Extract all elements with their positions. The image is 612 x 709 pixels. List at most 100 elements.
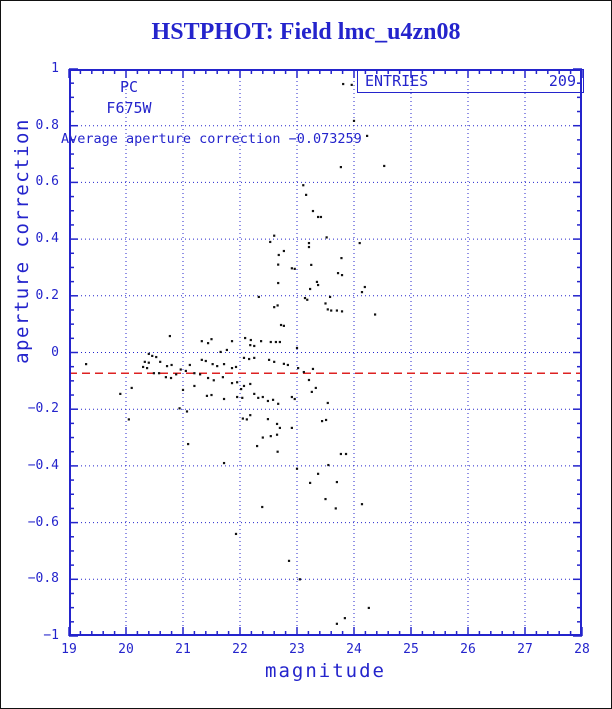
data-point: [335, 480, 338, 484]
data-point: [152, 372, 156, 375]
data-point: [249, 382, 252, 386]
data-point: [206, 376, 210, 380]
data-point: [367, 606, 370, 610]
data-point: [236, 381, 239, 384]
data-point: [181, 388, 185, 392]
data-point: [206, 342, 210, 345]
data-point: [193, 384, 196, 388]
data-point: [275, 433, 279, 436]
data-point: [130, 386, 133, 390]
data-point: [307, 378, 311, 382]
data-point: [290, 426, 293, 430]
data-point: [305, 193, 308, 196]
data-point: [249, 344, 252, 347]
data-point: [309, 287, 312, 291]
data-point: [277, 402, 280, 405]
data-point: [240, 387, 243, 391]
data-point: [261, 436, 264, 439]
data-point: [253, 344, 256, 348]
data-point: [188, 363, 191, 367]
y-tick-label: −0.8: [27, 571, 59, 587]
data-point: [340, 256, 343, 260]
data-point: [302, 184, 305, 187]
y-tick-label: −0.2: [27, 401, 59, 417]
data-point: [253, 356, 256, 359]
page-title: HSTPHOT: Field lmc_u4zn08: [151, 19, 461, 45]
data-point: [335, 622, 338, 625]
data-point: [302, 370, 305, 374]
data-point: [277, 263, 280, 266]
data-point: [282, 249, 285, 253]
data-point: [211, 363, 214, 366]
data-point: [340, 310, 344, 313]
data-point: [147, 352, 150, 356]
data-point: [244, 336, 247, 340]
data-point: [168, 334, 171, 338]
data-point: [143, 360, 146, 363]
data-point: [307, 245, 311, 249]
data-point: [169, 376, 173, 380]
y-tick-label: 0: [51, 344, 59, 360]
data-point: [157, 372, 161, 375]
data-point: [184, 369, 187, 373]
data-point: [241, 396, 244, 399]
data-point: [326, 308, 329, 311]
data-point: [324, 418, 328, 422]
y-tick-label: 0.2: [35, 287, 59, 303]
data-point: [335, 309, 338, 312]
data-point: [276, 450, 279, 453]
data-point: [373, 313, 377, 316]
x-axis-title: magnitude: [265, 660, 386, 682]
data-point: [360, 503, 364, 506]
x-tick-label: 21: [175, 642, 191, 657]
data-point: [142, 365, 145, 369]
data-point: [267, 358, 271, 361]
data-point: [274, 340, 278, 344]
x-tick-label: 26: [460, 642, 476, 657]
data-point: [275, 422, 279, 426]
data-point: [210, 338, 213, 341]
y-tick-label: 0.4: [35, 231, 59, 247]
average-correction-label: Average aperture correction −0.073259: [61, 131, 362, 147]
data-point: [170, 363, 173, 367]
data-point: [303, 296, 307, 300]
data-point: [204, 359, 207, 363]
data-point: [261, 395, 264, 399]
x-tick-label: 23: [289, 642, 305, 657]
data-point: [242, 384, 246, 388]
data-point: [175, 373, 178, 376]
x-tick-label: 20: [118, 642, 134, 657]
data-point: [295, 467, 299, 470]
data-point: [210, 393, 213, 397]
data-point: [271, 398, 275, 401]
y-tick-label: −0.6: [27, 514, 59, 530]
data-point: [257, 295, 260, 299]
data-point: [266, 418, 270, 421]
data-point: [277, 253, 280, 257]
data-point: [339, 165, 342, 169]
data-point: [278, 340, 281, 344]
data-point: [219, 350, 222, 354]
data-point: [352, 119, 356, 122]
x-tick-label: 27: [517, 642, 533, 657]
data-point: [253, 392, 256, 395]
data-point: [245, 418, 248, 421]
data-point: [257, 396, 260, 399]
data-point: [324, 497, 327, 501]
data-point: [230, 340, 234, 343]
data-point: [293, 397, 296, 401]
data-point: [276, 304, 279, 307]
data-point: [306, 298, 309, 301]
x-tick-label: 25: [403, 642, 419, 657]
data-point: [363, 285, 366, 289]
data-point: [366, 134, 369, 138]
data-point: [383, 164, 386, 168]
data-point: [336, 272, 340, 275]
data-point: [316, 215, 320, 219]
data-point: [316, 472, 320, 475]
data-point: [286, 363, 289, 367]
data-point: [344, 452, 348, 456]
data-point: [200, 358, 203, 361]
data-point: [316, 283, 320, 287]
